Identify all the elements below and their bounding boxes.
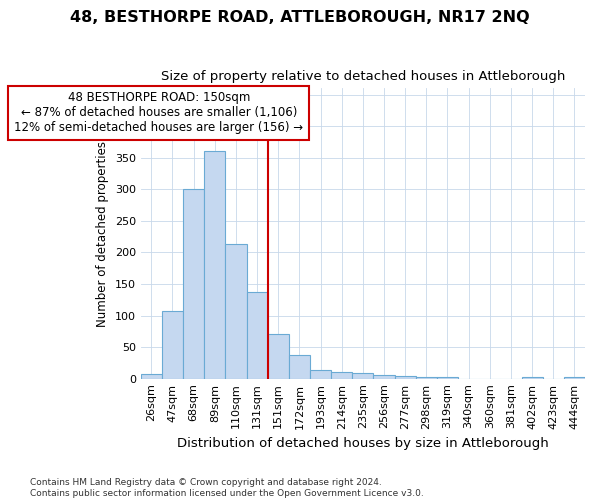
Bar bbox=[331, 372, 352, 378]
Bar bbox=[373, 375, 395, 378]
Text: Contains HM Land Registry data © Crown copyright and database right 2024.
Contai: Contains HM Land Registry data © Crown c… bbox=[30, 478, 424, 498]
Bar bbox=[395, 376, 416, 378]
Bar bbox=[310, 370, 331, 378]
Bar bbox=[268, 334, 289, 378]
Text: 48 BESTHORPE ROAD: 150sqm
← 87% of detached houses are smaller (1,106)
12% of se: 48 BESTHORPE ROAD: 150sqm ← 87% of detac… bbox=[14, 92, 303, 134]
Bar bbox=[204, 152, 226, 378]
Bar bbox=[521, 377, 542, 378]
Bar bbox=[289, 354, 310, 378]
Text: 48, BESTHORPE ROAD, ATTLEBOROUGH, NR17 2NQ: 48, BESTHORPE ROAD, ATTLEBOROUGH, NR17 2… bbox=[70, 10, 530, 25]
Bar bbox=[141, 374, 162, 378]
Bar bbox=[352, 373, 373, 378]
X-axis label: Distribution of detached houses by size in Attleborough: Distribution of detached houses by size … bbox=[177, 437, 549, 450]
Bar bbox=[247, 292, 268, 378]
Y-axis label: Number of detached properties: Number of detached properties bbox=[96, 140, 109, 326]
Bar bbox=[183, 190, 204, 378]
Title: Size of property relative to detached houses in Attleborough: Size of property relative to detached ho… bbox=[161, 70, 565, 83]
Bar bbox=[162, 310, 183, 378]
Bar bbox=[226, 244, 247, 378]
